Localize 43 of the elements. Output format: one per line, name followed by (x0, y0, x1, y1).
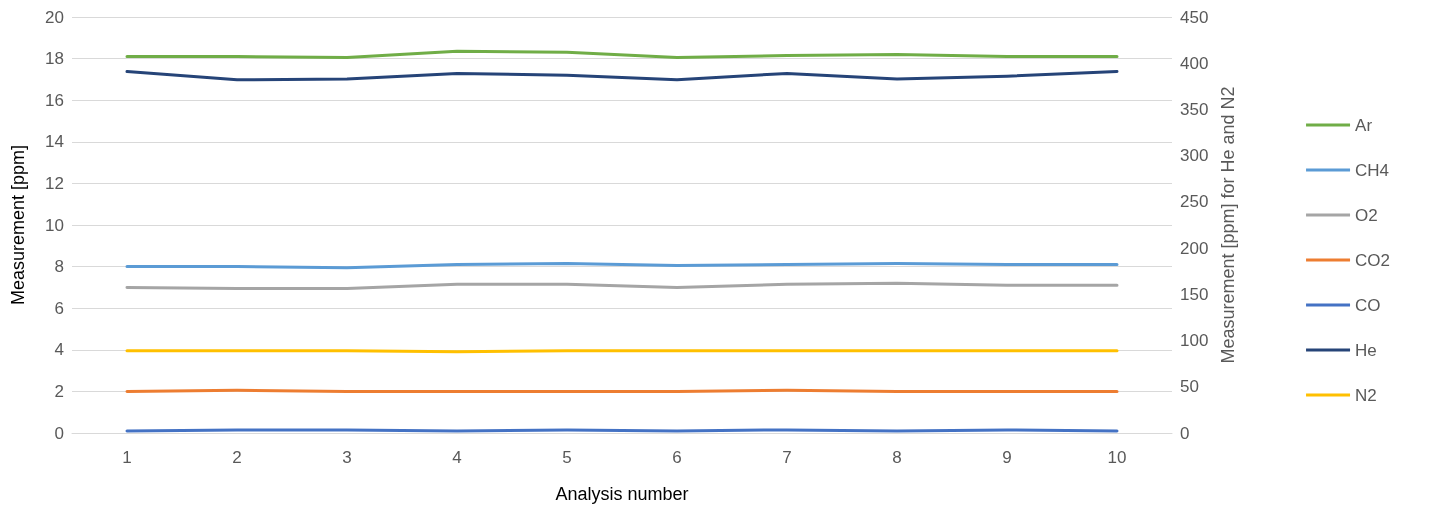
y2-tick-label: 350 (1180, 99, 1209, 119)
legend-label: CO (1355, 295, 1381, 315)
x-tick-label: 8 (892, 448, 902, 467)
legend-label: O2 (1355, 205, 1378, 225)
y-tick-label: 20 (45, 7, 64, 27)
y2-tick-label: 100 (1180, 331, 1209, 351)
y-axis-title: Measurement [ppm] (8, 144, 28, 306)
x-tick-label: 4 (452, 448, 462, 467)
x-tick-label: 7 (782, 448, 792, 467)
y-tick-label: 6 (54, 298, 64, 318)
y-tick-label: 14 (45, 132, 64, 152)
legend-label: CH4 (1355, 160, 1390, 180)
y-tick-label: 2 (54, 381, 64, 401)
x-tick-label: 5 (562, 448, 572, 467)
y2-tick-label: 400 (1180, 53, 1209, 73)
y2-tick-label: 250 (1180, 192, 1209, 212)
legend-label: He (1355, 340, 1377, 360)
y-tick-label: 0 (54, 423, 64, 443)
y-tick-label: 16 (45, 90, 64, 110)
x-tick-label: 3 (342, 448, 352, 467)
y2-tick-label: 450 (1180, 7, 1209, 27)
y-tick-label: 18 (45, 49, 64, 69)
legend-label: CO2 (1355, 250, 1391, 270)
x-axis-title: Analysis number (555, 484, 689, 504)
legend-label: Ar (1355, 115, 1373, 135)
x-tick-label: 6 (672, 448, 682, 467)
y2-tick-label: 200 (1180, 238, 1209, 258)
y2-tick-label: 50 (1180, 377, 1199, 397)
line-series (125, 49, 1119, 60)
x-tick-label: 1 (122, 448, 132, 467)
x-tick-label: 2 (232, 448, 242, 467)
y2-tick-label: 300 (1180, 146, 1209, 166)
legend-label: N2 (1355, 385, 1377, 405)
y2-tick-label: 150 (1180, 284, 1209, 304)
y2-axis-title: Measurement [ppm] for He and N2 (1218, 86, 1239, 364)
y-tick-label: 4 (54, 340, 64, 360)
line-series (125, 70, 1119, 82)
x-tick-label: 9 (1002, 448, 1012, 467)
y-tick-label: 10 (45, 215, 64, 235)
y-tick-label: 8 (54, 257, 64, 277)
y2-tick-label: 0 (1180, 423, 1190, 443)
y-tick-label: 12 (45, 173, 64, 193)
x-tick-label: 10 (1107, 448, 1127, 467)
